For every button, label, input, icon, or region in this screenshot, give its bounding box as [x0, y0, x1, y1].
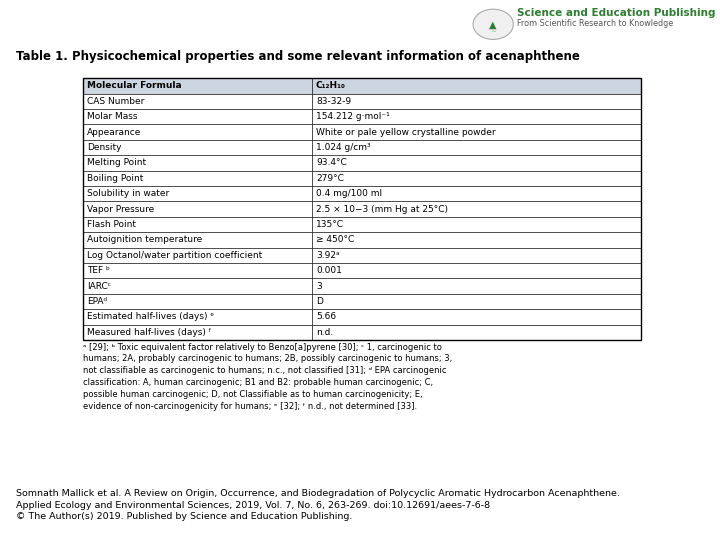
Text: Density: Density [87, 143, 122, 152]
Text: ≥ 450°C: ≥ 450°C [316, 235, 354, 245]
Bar [83, 94, 312, 109]
Text: Science and Education Publishing: Science and Education Publishing [517, 9, 716, 18]
Text: ᵃ [29]; ᵇ Toxic equivalent factor relatively to Benzo[a]pyrene [30]; ᶜ 1, carcin: ᵃ [29]; ᵇ Toxic equivalent factor relati… [83, 343, 452, 410]
Text: 1.024 g/cm³: 1.024 g/cm³ [316, 143, 371, 152]
Text: C₁₂H₁₀: C₁₂H₁₀ [316, 82, 346, 91]
Bar [312, 232, 641, 247]
Text: Molar Mass: Molar Mass [87, 112, 138, 122]
Text: Boiling Point: Boiling Point [87, 174, 143, 183]
Text: TEF ᵇ: TEF ᵇ [87, 266, 110, 275]
Text: Molecular Formula: Molecular Formula [87, 82, 181, 91]
Text: Table 1. Physicochemical properties and some relevant information of acenaphthen: Table 1. Physicochemical properties and … [16, 50, 580, 63]
Bar [83, 140, 312, 156]
Bar [83, 78, 312, 94]
Text: Autoignition temperature: Autoignition temperature [87, 235, 202, 245]
Bar [83, 325, 312, 340]
Bar [312, 140, 641, 156]
Text: 5.66: 5.66 [316, 312, 336, 321]
Bar [83, 125, 312, 140]
Text: Measured half-lives (days) ᶠ: Measured half-lives (days) ᶠ [87, 328, 212, 337]
Text: Somnath Mallick et al. A Review on Origin, Occurrence, and Biodegradation of Pol: Somnath Mallick et al. A Review on Origi… [16, 489, 620, 498]
Bar [312, 309, 641, 325]
Bar [312, 156, 641, 171]
Bar [83, 201, 312, 217]
Bar [83, 247, 312, 263]
Circle shape [473, 9, 513, 39]
Text: Flash Point: Flash Point [87, 220, 136, 229]
Text: 2.5 × 10−3 (mm Hg at 25°C): 2.5 × 10−3 (mm Hg at 25°C) [316, 205, 448, 214]
Text: 0.4 mg/100 ml: 0.4 mg/100 ml [316, 189, 382, 198]
Bar [312, 125, 641, 140]
Bar [83, 109, 312, 125]
Text: 279°C: 279°C [316, 174, 343, 183]
Text: 3.92ᵃ: 3.92ᵃ [316, 251, 340, 260]
Bar [312, 217, 641, 232]
Bar [83, 279, 312, 294]
Bar [312, 78, 641, 94]
Text: n.d.: n.d. [316, 328, 333, 337]
Bar [83, 156, 312, 171]
Text: Solubility in water: Solubility in water [87, 189, 169, 198]
Bar [83, 232, 312, 247]
Text: © The Author(s) 2019. Published by Science and Education Publishing.: © The Author(s) 2019. Published by Scien… [16, 512, 352, 522]
Text: From Scientific Research to Knowledge: From Scientific Research to Knowledge [517, 19, 673, 28]
Text: 93.4°C: 93.4°C [316, 158, 346, 167]
Text: Melting Point: Melting Point [87, 158, 146, 167]
Bar [312, 186, 641, 201]
Bar [312, 294, 641, 309]
Text: 154.212 g·mol⁻¹: 154.212 g·mol⁻¹ [316, 112, 390, 122]
Text: Log Octanol/water partition coefficient: Log Octanol/water partition coefficient [87, 251, 262, 260]
Bar [83, 78, 641, 340]
Bar [83, 294, 312, 309]
Text: CAS Number: CAS Number [87, 97, 145, 106]
Bar [312, 325, 641, 340]
Text: White or pale yellow crystalline powder: White or pale yellow crystalline powder [316, 127, 495, 137]
Text: Applied Ecology and Environmental Sciences, 2019, Vol. 7, No. 6, 263-269. doi:10: Applied Ecology and Environmental Scienc… [16, 501, 490, 510]
Text: Estimated half-lives (days) ᵉ: Estimated half-lives (days) ᵉ [87, 312, 215, 321]
Text: 135°C: 135°C [316, 220, 344, 229]
Bar [312, 171, 641, 186]
Text: ∼: ∼ [490, 28, 496, 34]
Text: 3: 3 [316, 281, 322, 291]
Bar [312, 109, 641, 125]
Text: 83-32-9: 83-32-9 [316, 97, 351, 106]
Bar [83, 309, 312, 325]
Bar [83, 217, 312, 232]
Text: ▲: ▲ [490, 19, 497, 29]
Bar [83, 171, 312, 186]
Text: 0.001: 0.001 [316, 266, 342, 275]
Text: D: D [316, 297, 323, 306]
Bar [312, 279, 641, 294]
Text: Vapor Pressure: Vapor Pressure [87, 205, 154, 214]
Text: Appearance: Appearance [87, 127, 142, 137]
Bar [312, 201, 641, 217]
Bar [83, 186, 312, 201]
Text: EPAᵈ: EPAᵈ [87, 297, 107, 306]
Text: IARCᶜ: IARCᶜ [87, 281, 111, 291]
Bar [312, 263, 641, 279]
Bar [312, 94, 641, 109]
Bar [312, 247, 641, 263]
Bar [83, 263, 312, 279]
